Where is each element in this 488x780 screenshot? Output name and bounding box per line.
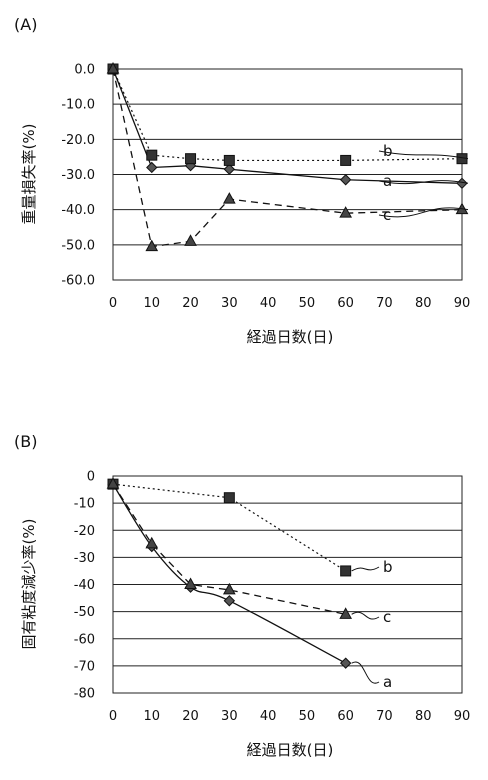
x-tick-label: 60 [337, 709, 354, 724]
series-line-a [112, 68, 463, 184]
panel-b-ylabel: 固有粘度減少率(%) [20, 519, 38, 650]
y-tick-label: 0 [87, 470, 95, 485]
series-label-c: c [383, 206, 391, 224]
y-tick-label: -30 [74, 551, 95, 566]
panel-a-xlabel: 経過日数(日) [247, 328, 334, 346]
x-tick-label: 60 [337, 296, 354, 311]
x-tick-label: 0 [109, 296, 117, 311]
y-tick-label: 0.0 [74, 63, 95, 78]
x-tick-label: 40 [260, 296, 277, 311]
x-tick-label: 90 [454, 296, 471, 311]
series-label-a: a [383, 172, 392, 190]
x-tick-label: 0 [109, 709, 117, 724]
x-tick-label: 10 [144, 709, 161, 724]
y-tick-label: -80 [74, 687, 95, 702]
x-tick-label: 50 [299, 709, 316, 724]
x-tick-label: 20 [182, 709, 199, 724]
marker-triangle [184, 234, 197, 246]
series-label-leader [378, 150, 469, 160]
y-tick-label: -30.0 [61, 168, 95, 183]
series-line-c [112, 68, 463, 248]
marker-square [146, 149, 158, 161]
series-label-c: c [383, 608, 391, 626]
x-tick-label: 80 [415, 296, 432, 311]
series-label-leader [378, 207, 469, 218]
series-label-b: b [383, 142, 393, 160]
marker-square [340, 154, 352, 166]
x-tick-label: 70 [376, 296, 393, 311]
series-line-c [112, 483, 346, 615]
x-tick-label: 30 [221, 709, 238, 724]
marker-triangle [222, 192, 236, 204]
marker-square [223, 492, 235, 504]
plot-frame [112, 475, 463, 694]
y-tick-label: -50.0 [61, 238, 95, 253]
marker-triangle [222, 582, 236, 595]
panel-b-xlabel: 経過日数(日) [247, 741, 334, 759]
series-label-leader [351, 611, 380, 620]
x-tick-label: 20 [182, 296, 199, 311]
x-tick-label: 90 [454, 709, 471, 724]
y-tick-label: -10.0 [61, 98, 95, 113]
marker-diamond [339, 174, 352, 186]
panel-a-ylabel: 重量損失率(%) [20, 124, 38, 225]
marker-triangle [145, 239, 159, 252]
series-label-leader [378, 180, 469, 185]
marker-triangle [145, 536, 159, 549]
marker-square [223, 154, 235, 166]
panel-a-plot: 0.0 -10.0 -20.0 -30.0 -40.0 -50.0 -60.0 0 10 20 30… [61, 61, 471, 311]
marker-triangle [184, 577, 197, 589]
series-line-a [112, 483, 346, 664]
panel-a-label: (A) [14, 15, 37, 34]
marker-triangle [339, 607, 353, 619]
x-tick-label: 30 [221, 296, 238, 311]
y-tick-label: -20 [74, 524, 95, 539]
x-tick-label: 70 [376, 709, 393, 724]
panel-b-label: (B) [14, 432, 37, 451]
y-tick-label: -70 [74, 659, 95, 674]
marker-diamond [223, 595, 236, 607]
y-tick-label: -10 [74, 497, 95, 512]
marker-square [340, 565, 352, 577]
series-label-b: b [383, 558, 393, 576]
y-tick-label: -60 [74, 632, 95, 647]
series-line-b [112, 68, 463, 162]
series-label-leader [351, 661, 380, 684]
y-tick-label: -20.0 [61, 133, 95, 148]
x-tick-label: 80 [415, 709, 432, 724]
marker-triangle [106, 477, 120, 489]
marker-triangle [106, 61, 120, 74]
x-tick-label: 40 [260, 709, 277, 724]
panel-b-plot: 0 -10 -20 -30 -40 -50 -60 -70 -80 0 10 20 30 40 50 60 70… [74, 470, 471, 725]
x-tick-label: 50 [299, 296, 316, 311]
series-label-a: a [383, 673, 392, 691]
y-tick-label: -40.0 [61, 203, 95, 218]
marker-square [185, 153, 197, 165]
marker-triangle [339, 206, 353, 218]
marker-diamond [146, 161, 158, 174]
marker-diamond [223, 163, 236, 175]
marker-diamond [339, 657, 352, 669]
plot-frame [112, 68, 463, 281]
y-tick-label: -50 [74, 605, 95, 620]
y-tick-label: -40 [74, 578, 95, 593]
series-label-leader [351, 566, 380, 572]
x-tick-label: 10 [144, 296, 161, 311]
y-tick-label: -60.0 [61, 274, 95, 289]
